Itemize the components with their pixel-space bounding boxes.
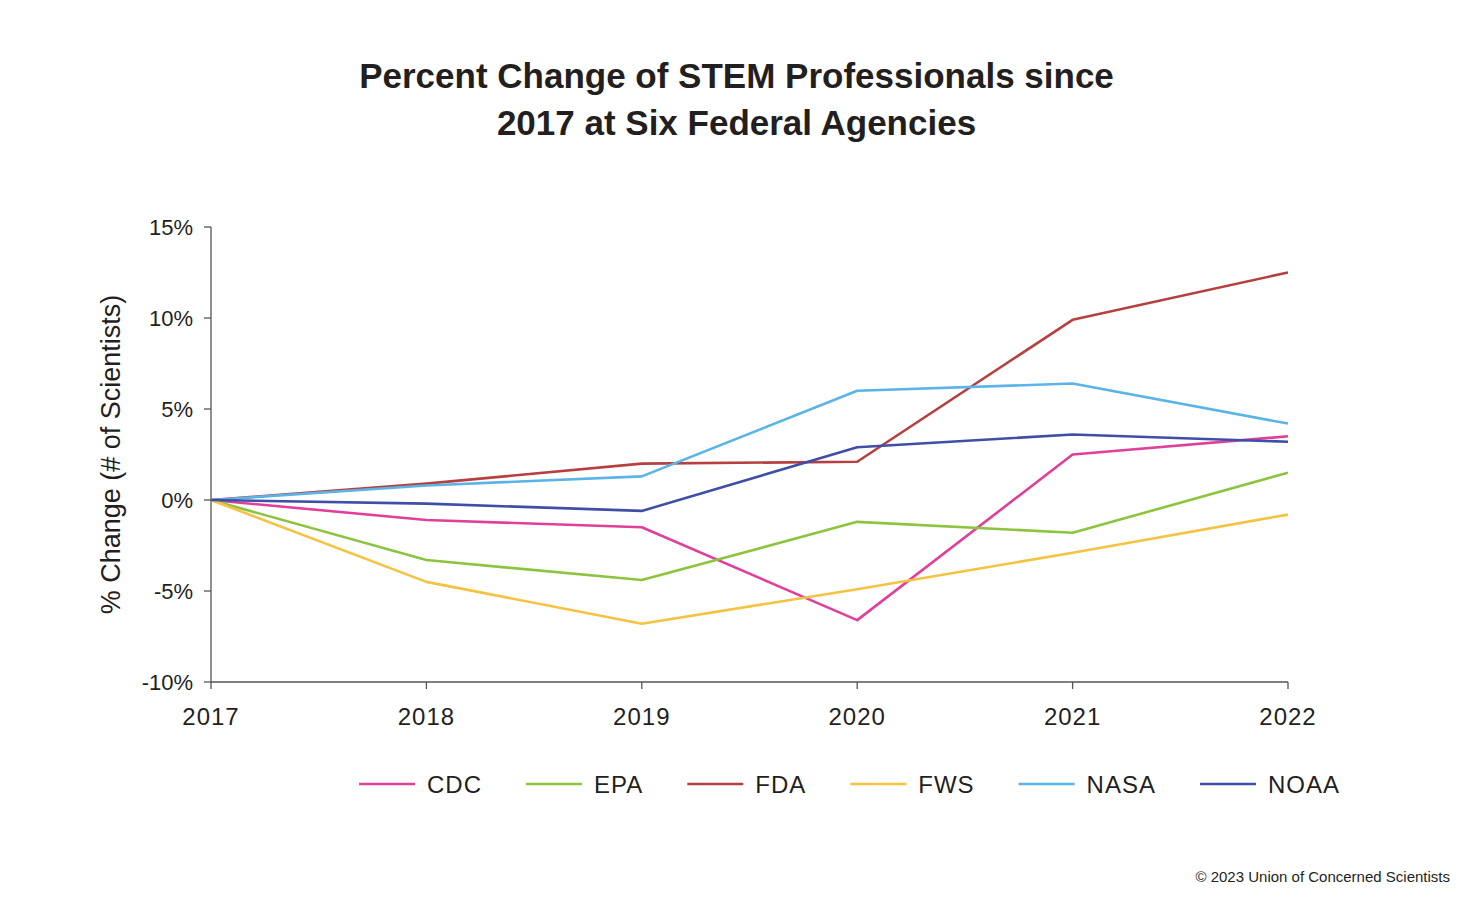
legend-item: FWS xyxy=(850,771,974,798)
x-tick-label: 2019 xyxy=(613,703,670,730)
legend-label: EPA xyxy=(594,771,643,798)
chart-title: Percent Change of STEM Professionals sin… xyxy=(0,52,1473,146)
legend-label: CDC xyxy=(427,771,482,798)
x-tick xyxy=(641,682,642,689)
series-line xyxy=(211,384,1288,500)
legend-item: EPA xyxy=(526,771,643,798)
y-tick xyxy=(204,681,211,682)
series-line xyxy=(211,434,1288,510)
y-tick-label: -10% xyxy=(142,670,193,695)
legend-swatch xyxy=(1200,783,1256,786)
y-tick xyxy=(204,408,211,409)
series-line xyxy=(211,273,1288,501)
x-tick xyxy=(1072,682,1073,689)
y-tick-label: 15% xyxy=(149,215,193,240)
y-tick xyxy=(204,226,211,227)
legend-label: NASA xyxy=(1087,771,1156,798)
legend-swatch xyxy=(1019,783,1075,786)
y-tick-label: 5% xyxy=(161,397,193,422)
x-tick-label: 2018 xyxy=(398,703,455,730)
x-tick-label: 2022 xyxy=(1259,703,1316,730)
x-tick xyxy=(210,682,211,689)
y-tick xyxy=(204,317,211,318)
chart-title-text: Percent Change of STEM Professionals sin… xyxy=(352,52,1122,146)
x-tick xyxy=(1287,682,1288,689)
chart-canvas: -10% -5% 0% 5% 10% 15% 2017 2018 2019 2020 2021 202… xyxy=(0,0,1473,900)
x-tick xyxy=(857,682,858,689)
x-tick xyxy=(426,682,427,689)
legend-swatch xyxy=(359,783,415,786)
credit: © 2023 Union of Concerned Scientists xyxy=(1195,868,1450,885)
plot-area xyxy=(211,273,1288,624)
legend: CDC EPA FDA FWS NASA NOAA xyxy=(359,771,1340,798)
legend-item: CDC xyxy=(359,771,482,798)
x-tick-label: 2021 xyxy=(1044,703,1101,730)
y-tick xyxy=(204,590,211,591)
x-axis-line xyxy=(211,681,1288,682)
series-line xyxy=(211,500,1288,624)
legend-swatch xyxy=(526,783,582,786)
y-tick-label: -5% xyxy=(154,579,193,604)
x-tick-label: 2020 xyxy=(829,703,886,730)
legend-item: NASA xyxy=(1019,771,1156,798)
legend-label: FDA xyxy=(755,771,806,798)
legend-label: NOAA xyxy=(1268,771,1340,798)
legend-label: FWS xyxy=(918,771,974,798)
y-tick xyxy=(204,499,211,500)
y-axis-line xyxy=(210,227,211,682)
y-tick-label: 0% xyxy=(161,488,193,513)
y-axis-label: % Change (# of Scientists) xyxy=(96,295,126,615)
y-tick-label: 10% xyxy=(149,306,193,331)
legend-swatch xyxy=(850,783,906,786)
legend-item: FDA xyxy=(687,771,806,798)
x-tick-label: 2017 xyxy=(182,703,239,730)
legend-item: NOAA xyxy=(1200,771,1340,798)
legend-swatch xyxy=(687,783,743,786)
